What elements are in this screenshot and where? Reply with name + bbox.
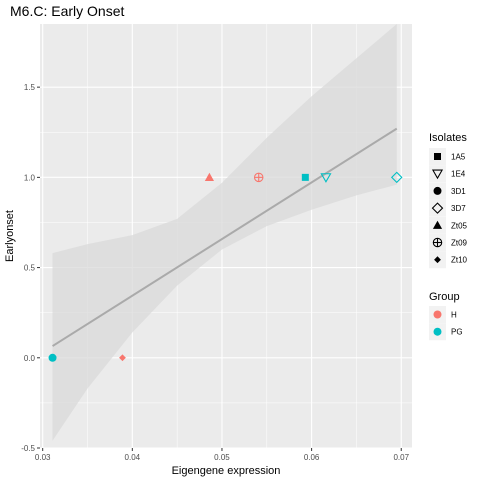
legend-marker-1a5	[434, 153, 441, 160]
y-axis: -0.5 0.0 0.5 1.0 1.5	[21, 83, 40, 453]
y-tick-label: 0.0	[24, 354, 36, 363]
legend-isolates-title: Isolates	[429, 132, 467, 144]
x-tick-label: 0.06	[304, 453, 320, 462]
data-point-1e4	[320, 173, 332, 183]
legend-marker-3d7	[431, 202, 444, 214]
legend-marker-h	[433, 310, 442, 319]
legend-key	[429, 165, 446, 183]
fit-line	[52, 127, 398, 347]
legend-label-3d1: 3D1	[451, 187, 466, 196]
legend-label-zt05: Zt05	[451, 221, 468, 230]
legend-marker-zt05	[432, 220, 443, 229]
legend-label-1e4: 1E4	[451, 170, 466, 179]
legend-key	[429, 199, 446, 217]
legend-marker-zt10	[434, 256, 441, 264]
data-points	[48, 171, 403, 362]
legend-group: Group H PG	[429, 291, 463, 341]
x-axis: 0.03 0.04 0.05 0.06 0.07	[35, 448, 410, 462]
legend-marker-pg	[433, 327, 442, 336]
confidence-band	[52, 24, 397, 441]
legend-group-title: Group	[429, 291, 460, 303]
data-point-zt05	[204, 172, 215, 181]
legend-label-zt09: Zt09	[451, 239, 468, 248]
y-tick-label: 1.5	[24, 83, 36, 92]
data-point-1a5	[301, 173, 309, 181]
legend-label-pg: PG	[451, 328, 463, 337]
legend-isolates: Isolates 1A5 1E4 3D1 3D7 Zt05 Zt09 Zt10	[429, 132, 468, 269]
x-axis-label: Eigengene expression	[172, 465, 281, 477]
data-point-zt09	[253, 172, 264, 183]
data-point-3d7	[390, 171, 403, 184]
x-tick-label: 0.07	[393, 453, 409, 462]
y-tick-label: 1.0	[24, 173, 36, 182]
x-tick-label: 0.05	[214, 453, 230, 462]
legend-label-1a5: 1A5	[451, 153, 466, 162]
legend-label-3d7: 3D7	[451, 204, 466, 213]
data-point-zt10	[119, 354, 126, 362]
legend-label-zt10: Zt10	[451, 256, 468, 265]
legend-marker-1e4	[431, 169, 444, 180]
legend-marker-zt09	[432, 237, 443, 248]
chart-title: M6.C: Early Onset	[10, 3, 124, 19]
x-tick-label: 0.04	[125, 453, 141, 462]
legend-label-h: H	[451, 311, 457, 320]
x-tick-label: 0.03	[35, 453, 51, 462]
data-point-3d1	[48, 353, 57, 362]
y-axis-label: Earlyonset	[4, 210, 16, 262]
y-tick-label: 0.5	[24, 264, 36, 273]
legend-marker-3d1	[433, 186, 442, 195]
y-tick-label: -0.5	[21, 444, 35, 453]
